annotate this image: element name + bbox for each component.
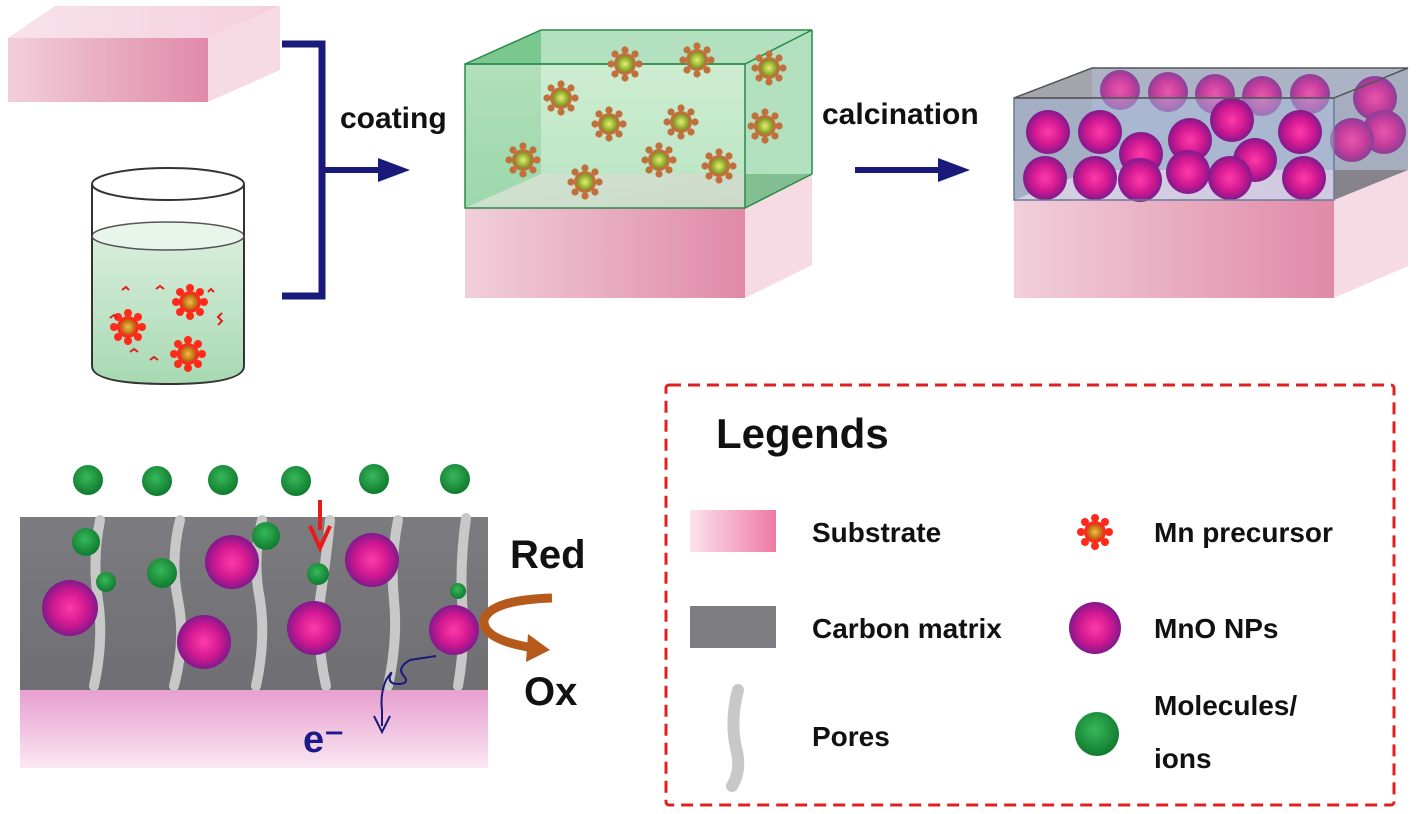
diffusion-arrow	[308, 500, 332, 553]
molecules	[72, 464, 470, 599]
legend-ions-label: ions	[1154, 743, 1212, 774]
cross-section: e⁻ Red Ox	[20, 464, 586, 768]
legend-carbon-label: Carbon matrix	[812, 613, 1002, 644]
legend-mn-precursor-icon	[1077, 514, 1113, 550]
legend-mn-precursor-label: Mn precursor	[1154, 517, 1333, 548]
electron-label: e⁻	[303, 719, 344, 761]
legend-carbon-swatch	[690, 606, 776, 648]
legend-pores-label: Pores	[812, 721, 890, 752]
redox-arrow	[479, 593, 553, 662]
ox-label: Ox	[524, 670, 577, 714]
electron-path	[373, 655, 437, 735]
red-label: Red	[510, 533, 586, 577]
mn-precursor-icon	[110, 309, 146, 345]
legend-substrate-swatch	[690, 510, 776, 552]
coated-substrate	[464, 29, 813, 298]
legend-molecule-icon	[1075, 712, 1119, 756]
substrate-slab	[8, 6, 280, 102]
cross-section-substrate	[20, 690, 488, 768]
legend-box: Legends Substrate Carbon matrix Pores Mn…	[664, 383, 1396, 807]
legend-molecules-label: Molecules/	[1154, 690, 1297, 721]
legend-mno-icon	[1069, 602, 1121, 654]
mn-precursor-icon	[172, 284, 208, 320]
legend-mno-label: MnO NPs	[1154, 613, 1278, 644]
coating-arrow	[282, 40, 410, 300]
mno-particles	[42, 533, 479, 669]
legend-substrate-label: Substrate	[812, 517, 941, 548]
calcination-arrow	[855, 158, 970, 182]
pore-channels	[89, 513, 471, 691]
mn-precursor-icon	[170, 336, 206, 372]
legend-title: Legends	[716, 410, 889, 457]
calcination-label: calcination	[822, 98, 979, 131]
beaker	[91, 167, 245, 386]
legend-pore-icon	[726, 684, 745, 792]
calcined-product	[1013, 67, 1409, 298]
coating-label: coating	[340, 102, 447, 135]
